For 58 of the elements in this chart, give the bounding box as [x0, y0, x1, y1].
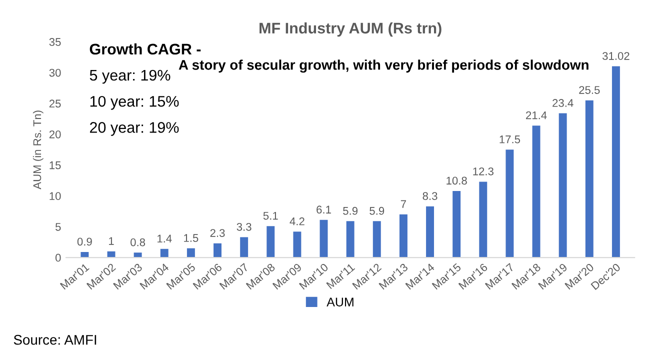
bar [612, 66, 620, 258]
bar [372, 221, 381, 258]
bar [532, 126, 540, 258]
bar [426, 206, 434, 258]
annotation: 5 year: 19% [90, 70, 170, 84]
data-label: 25.5 [579, 86, 600, 94]
bar [346, 221, 354, 258]
bar [293, 232, 302, 258]
y-tick-label: 5 [56, 223, 61, 231]
data-label: 6.1 [316, 206, 331, 214]
data-label: 21.4 [526, 111, 547, 120]
y-axis-title: AUM (in Rs. Tn) [32, 110, 44, 190]
bar [585, 100, 594, 258]
data-label: 7 [400, 200, 406, 208]
data-label: 5.9 [343, 206, 358, 215]
data-label: 12.3 [473, 167, 494, 176]
data-label: 23.4 [552, 99, 574, 107]
data-label: 1.4 [158, 234, 172, 242]
bar [134, 252, 142, 258]
y-tick-label: 0 [55, 254, 61, 262]
bar [506, 150, 514, 258]
data-label: 2.3 [210, 229, 225, 237]
y-tick-label: 20 [49, 130, 61, 138]
data-label: 17.5 [500, 136, 520, 144]
bar [452, 190, 461, 258]
chart-title: MF Industry AUM (Rs trn) [260, 22, 442, 37]
data-label: 5.1 [263, 212, 278, 220]
y-tick-label: 30 [49, 68, 61, 77]
y-tick-label: 10 [50, 192, 61, 200]
bar [186, 248, 195, 258]
y-tick-label: 35 [49, 38, 61, 46]
bar [214, 243, 222, 258]
bar [160, 248, 168, 258]
annotation: A story of secular growth, with very brief periods of slowdown [178, 60, 588, 73]
source-note: Source: AMFI [14, 334, 96, 345]
data-label: 0.8 [130, 238, 146, 246]
bar [479, 182, 488, 258]
data-label: 5.9 [370, 206, 384, 215]
bar [266, 226, 275, 258]
data-label: 0.9 [77, 238, 92, 246]
annotation: Growth CAGR - [90, 43, 201, 55]
bar [399, 214, 408, 258]
data-label: 1.5 [184, 234, 198, 242]
data-label: 1 [109, 237, 114, 245]
data-label: 31.02 [602, 52, 630, 60]
data-label: 8.3 [422, 192, 438, 200]
legend-label: AUM [326, 298, 354, 306]
annotation: 10 year: 15% [90, 96, 179, 110]
data-label: 10.8 [446, 176, 467, 185]
bar [80, 252, 89, 258]
annotation: 20 year: 19% [90, 122, 179, 136]
bar [558, 113, 567, 258]
bar [240, 237, 248, 258]
bar [320, 220, 328, 258]
data-label: 3.3 [236, 222, 252, 231]
y-tick-label: 15 [50, 161, 61, 170]
y-tick-label: 25 [49, 100, 61, 108]
data-label: 4.2 [290, 217, 304, 226]
